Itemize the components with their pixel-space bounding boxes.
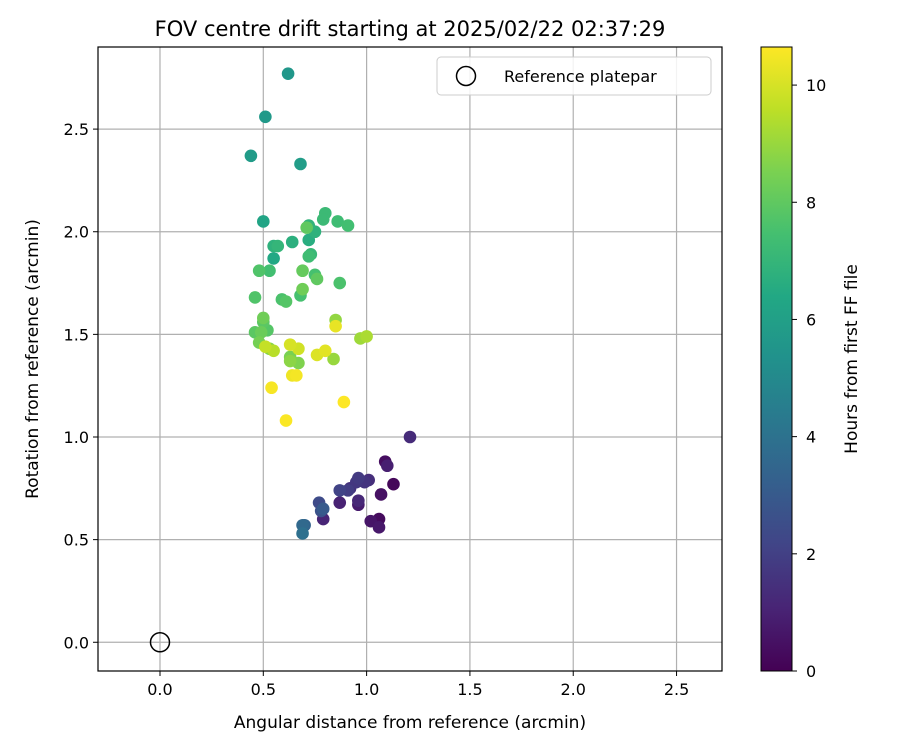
scatter-point bbox=[290, 369, 303, 382]
scatter-point bbox=[271, 239, 285, 253]
scatter-point bbox=[310, 272, 324, 286]
scatter-point bbox=[341, 219, 355, 232]
scatter-point bbox=[316, 213, 330, 226]
scatter-point bbox=[318, 344, 332, 358]
colorbar-tick-label: 8 bbox=[806, 193, 816, 212]
scatter-point bbox=[296, 282, 309, 296]
scatter-point bbox=[263, 264, 276, 278]
scatter-point bbox=[374, 488, 388, 501]
scatter-point bbox=[302, 250, 316, 263]
x-tick-label: 1.5 bbox=[457, 680, 482, 699]
scatter-point bbox=[403, 430, 417, 444]
y-tick-label: 2.0 bbox=[64, 223, 89, 242]
scatter-point bbox=[360, 330, 373, 343]
scatter-point bbox=[244, 149, 258, 163]
reference-marker-group bbox=[149, 632, 171, 653]
scatter-point bbox=[333, 484, 347, 497]
scatter-point bbox=[329, 319, 342, 333]
scatter-point bbox=[267, 252, 280, 265]
scatter-point bbox=[327, 352, 340, 366]
colorbar-label: Hours from first FF file bbox=[842, 264, 862, 454]
scatter-point bbox=[380, 459, 394, 473]
colorbar-tick-label: 4 bbox=[806, 428, 816, 447]
scatter-point bbox=[337, 395, 351, 409]
scatter-point bbox=[283, 338, 297, 351]
x-axis-ticks: 0.0 0.5 1.0 1.5 2.0 2.5 bbox=[147, 671, 689, 699]
scatter-point bbox=[387, 477, 400, 491]
x-tick-label: 0.0 bbox=[147, 680, 172, 699]
x-tick-label: 0.5 bbox=[251, 680, 276, 699]
scatter-point bbox=[352, 471, 365, 485]
scatter-point bbox=[252, 264, 266, 278]
plot-frame bbox=[97, 46, 723, 672]
y-tick-label: 2.5 bbox=[64, 120, 89, 139]
scatter-point bbox=[283, 354, 297, 368]
legend: Reference platepar bbox=[436, 56, 712, 96]
x-tick-label: 2.0 bbox=[561, 680, 586, 699]
legend-marker-icon bbox=[455, 65, 477, 87]
reference-platepar-marker bbox=[149, 632, 171, 653]
grid-lines bbox=[98, 47, 722, 671]
scatter-point bbox=[265, 381, 278, 395]
scatter-point bbox=[259, 340, 272, 353]
scatter-point bbox=[372, 521, 386, 534]
scatter-point bbox=[248, 291, 262, 304]
y-axis-label: Rotation from reference (arcmin) bbox=[23, 219, 43, 499]
y-tick-label: 1.0 bbox=[64, 428, 89, 447]
y-axis-ticks: 0.0 0.5 1.0 1.5 2.0 2.5 bbox=[64, 120, 98, 652]
colorbar-tick-label: 2 bbox=[806, 545, 816, 564]
colorbar-gradient bbox=[760, 46, 793, 672]
x-tick-label: 1.0 bbox=[354, 680, 379, 699]
scatter-point bbox=[300, 221, 313, 234]
scatter-point bbox=[281, 67, 295, 80]
legend-entry-reference-platepar: Reference platepar bbox=[504, 67, 657, 86]
scatter-point bbox=[279, 414, 293, 427]
colorbar-tick-label: 6 bbox=[806, 310, 816, 329]
colorbar-tick-label: 10 bbox=[806, 76, 826, 95]
colorbar-tick-label: 0 bbox=[806, 662, 816, 681]
scatter-point bbox=[331, 215, 344, 228]
data-points bbox=[244, 67, 417, 540]
scatter-point bbox=[333, 276, 347, 290]
scatter-point bbox=[256, 311, 270, 325]
scatter-point bbox=[333, 496, 347, 509]
scatter-point bbox=[296, 264, 309, 278]
chart-title: FOV centre drift starting at 2025/02/22 … bbox=[155, 17, 666, 41]
legend-box bbox=[436, 56, 712, 96]
scatter-point bbox=[352, 494, 365, 507]
scatter-point bbox=[279, 295, 293, 308]
y-tick-label: 0.0 bbox=[64, 633, 89, 652]
x-tick-label: 2.5 bbox=[664, 680, 689, 699]
scatter-point bbox=[294, 157, 307, 171]
y-tick-label: 1.5 bbox=[64, 325, 89, 344]
scatter-point bbox=[254, 326, 268, 339]
colorbar: 0 2 4 6 8 10 Hours from first FF file bbox=[760, 46, 862, 681]
scatter-point bbox=[316, 502, 330, 516]
scatter-point bbox=[296, 527, 309, 540]
scatter-point bbox=[259, 110, 272, 124]
x-axis-label: Angular distance from reference (arcmin) bbox=[234, 713, 586, 733]
colorbar-ticks: 0 2 4 6 8 10 bbox=[792, 76, 826, 681]
y-tick-label: 0.5 bbox=[64, 531, 89, 550]
scatter-point bbox=[256, 215, 270, 228]
scatter-point bbox=[285, 235, 299, 249]
